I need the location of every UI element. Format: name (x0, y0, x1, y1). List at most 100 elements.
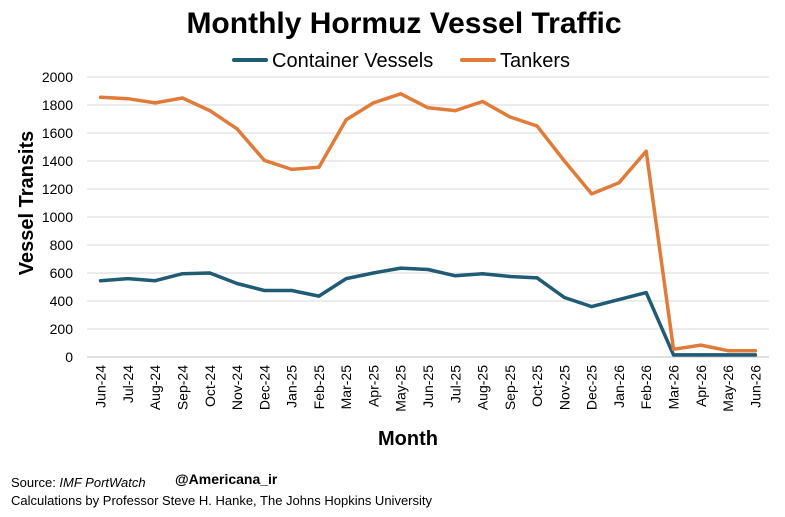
x-tick-label: Jun-25 (420, 365, 436, 408)
y-tick-label: 1400 (42, 153, 73, 169)
x-tick-label: Aug-24 (147, 365, 163, 410)
x-axis-label: Month (378, 428, 438, 450)
container-vessels-point (453, 274, 457, 278)
tankers-line (98, 92, 758, 353)
x-tick-label: May-26 (720, 365, 736, 412)
container-vessels-line (98, 266, 758, 357)
x-tick-label: Jun-24 (93, 365, 109, 408)
container-vessels-point (235, 281, 239, 286)
tankers-point (399, 92, 403, 96)
legend-label-container-vessels: Container Vessels (272, 50, 433, 72)
container-vessels-point (726, 353, 730, 357)
container-vessels-point (481, 272, 485, 276)
tankers-point (535, 124, 539, 128)
tankers-point (562, 159, 567, 163)
x-tick-label: Feb-26 (638, 365, 654, 410)
x-tick-label: May-25 (393, 365, 409, 412)
tankers-point (153, 101, 157, 105)
container-vessels-point (671, 353, 676, 357)
y-tick-label: 200 (50, 321, 74, 337)
series-lines (98, 92, 758, 357)
y-tick-label: 1600 (42, 125, 73, 141)
source-name: IMF PortWatch (59, 475, 146, 490)
tankers-point (99, 95, 103, 99)
y-tick-label: 2000 (42, 69, 73, 85)
gridlines (87, 76, 769, 358)
y-axis-ticks: 0 200 400 600 800 1000 1200 1400 1600 1800 2000 (42, 69, 73, 365)
source-label: Source: (11, 475, 60, 490)
y-tick-label: 1800 (42, 97, 73, 113)
credit-line: Calculations by Professor Steve H. Hanke… (11, 493, 433, 508)
tankers-point (753, 349, 758, 353)
tankers-point (617, 181, 621, 185)
x-tick-label: Nov-25 (556, 365, 572, 410)
container-vessels-point (290, 288, 294, 293)
tankers-point (426, 106, 430, 110)
container-vessels-point (753, 353, 758, 357)
container-vessels-point (344, 277, 348, 281)
x-tick-label: Jan-25 (284, 365, 300, 408)
x-tick-label: Apr-25 (365, 365, 381, 407)
x-tick-label: Dec-25 (584, 365, 600, 410)
tankers-point (126, 97, 130, 101)
container-vessels-point (562, 295, 567, 300)
x-tick-label: Sep-25 (502, 365, 518, 410)
container-vessels-point (262, 288, 266, 293)
tankers-point (508, 115, 512, 119)
tankers-point (590, 192, 594, 196)
x-tick-label: Mar-25 (338, 365, 354, 410)
account-handle: @Americana_ir (175, 471, 278, 487)
x-tick-label: Jul-24 (120, 365, 136, 403)
tankers-point (235, 127, 239, 131)
container-vessels-point (426, 267, 430, 272)
x-tick-label: Oct-25 (529, 365, 545, 407)
x-tick-label: Feb-25 (311, 365, 327, 410)
container-vessels-point (317, 294, 321, 298)
y-tick-label: 0 (65, 349, 73, 365)
container-vessels-point (590, 305, 594, 309)
tankers-point (317, 165, 321, 169)
container-vessels-point (208, 271, 212, 275)
y-tick-label: 600 (50, 265, 74, 281)
x-tick-label: Jul-25 (447, 365, 463, 403)
container-vessels-point (153, 279, 157, 283)
tankers-point (644, 149, 648, 153)
container-vessels-point (644, 291, 648, 295)
x-tick-label: Mar-26 (666, 365, 682, 410)
x-tick-label: Jun-26 (747, 365, 763, 408)
x-tick-label: Apr-26 (693, 365, 709, 407)
tankers-point (726, 349, 730, 353)
x-tick-label: Oct-24 (202, 365, 218, 407)
container-vessels-point (99, 279, 103, 283)
tankers-point (699, 343, 703, 347)
x-tick-label: Aug-25 (475, 365, 491, 410)
y-tick-label: 400 (50, 293, 74, 309)
legend: Container Vessels Tankers (232, 50, 570, 72)
tankers-point (208, 109, 212, 113)
tankers-point (180, 96, 185, 100)
tankers-point (344, 118, 348, 122)
tankers-point (671, 347, 676, 351)
y-tick-label: 1200 (42, 181, 73, 197)
container-vessels-point (180, 272, 185, 276)
tankers-point (262, 158, 266, 162)
container-vessels-point (535, 276, 539, 280)
tankers-point (481, 99, 485, 104)
source-line: Source: IMF PortWatch (11, 475, 146, 490)
x-tick-label: Sep-24 (174, 365, 190, 410)
x-axis-ticks: Jun-24 Jul-24 Aug-24 Sep-24 Oct-24 Nov-24 Dec-… (93, 365, 764, 412)
legend-label-tankers: Tankers (500, 50, 570, 72)
y-tick-label: 1000 (42, 209, 73, 225)
x-tick-label: Nov-24 (229, 365, 245, 410)
x-tick-label: Dec-24 (256, 365, 272, 410)
container-vessels-point (508, 274, 512, 279)
y-tick-label: 800 (50, 237, 74, 253)
container-vessels-point (699, 353, 703, 357)
container-vessels-point (399, 266, 403, 270)
container-vessels-point (126, 277, 130, 281)
y-axis-label: Vessel Transits (16, 131, 38, 276)
tankers-point (371, 101, 375, 105)
chart-title: Monthly Hormuz Vessel Traffic (186, 7, 621, 40)
container-vessels-point (371, 271, 375, 275)
